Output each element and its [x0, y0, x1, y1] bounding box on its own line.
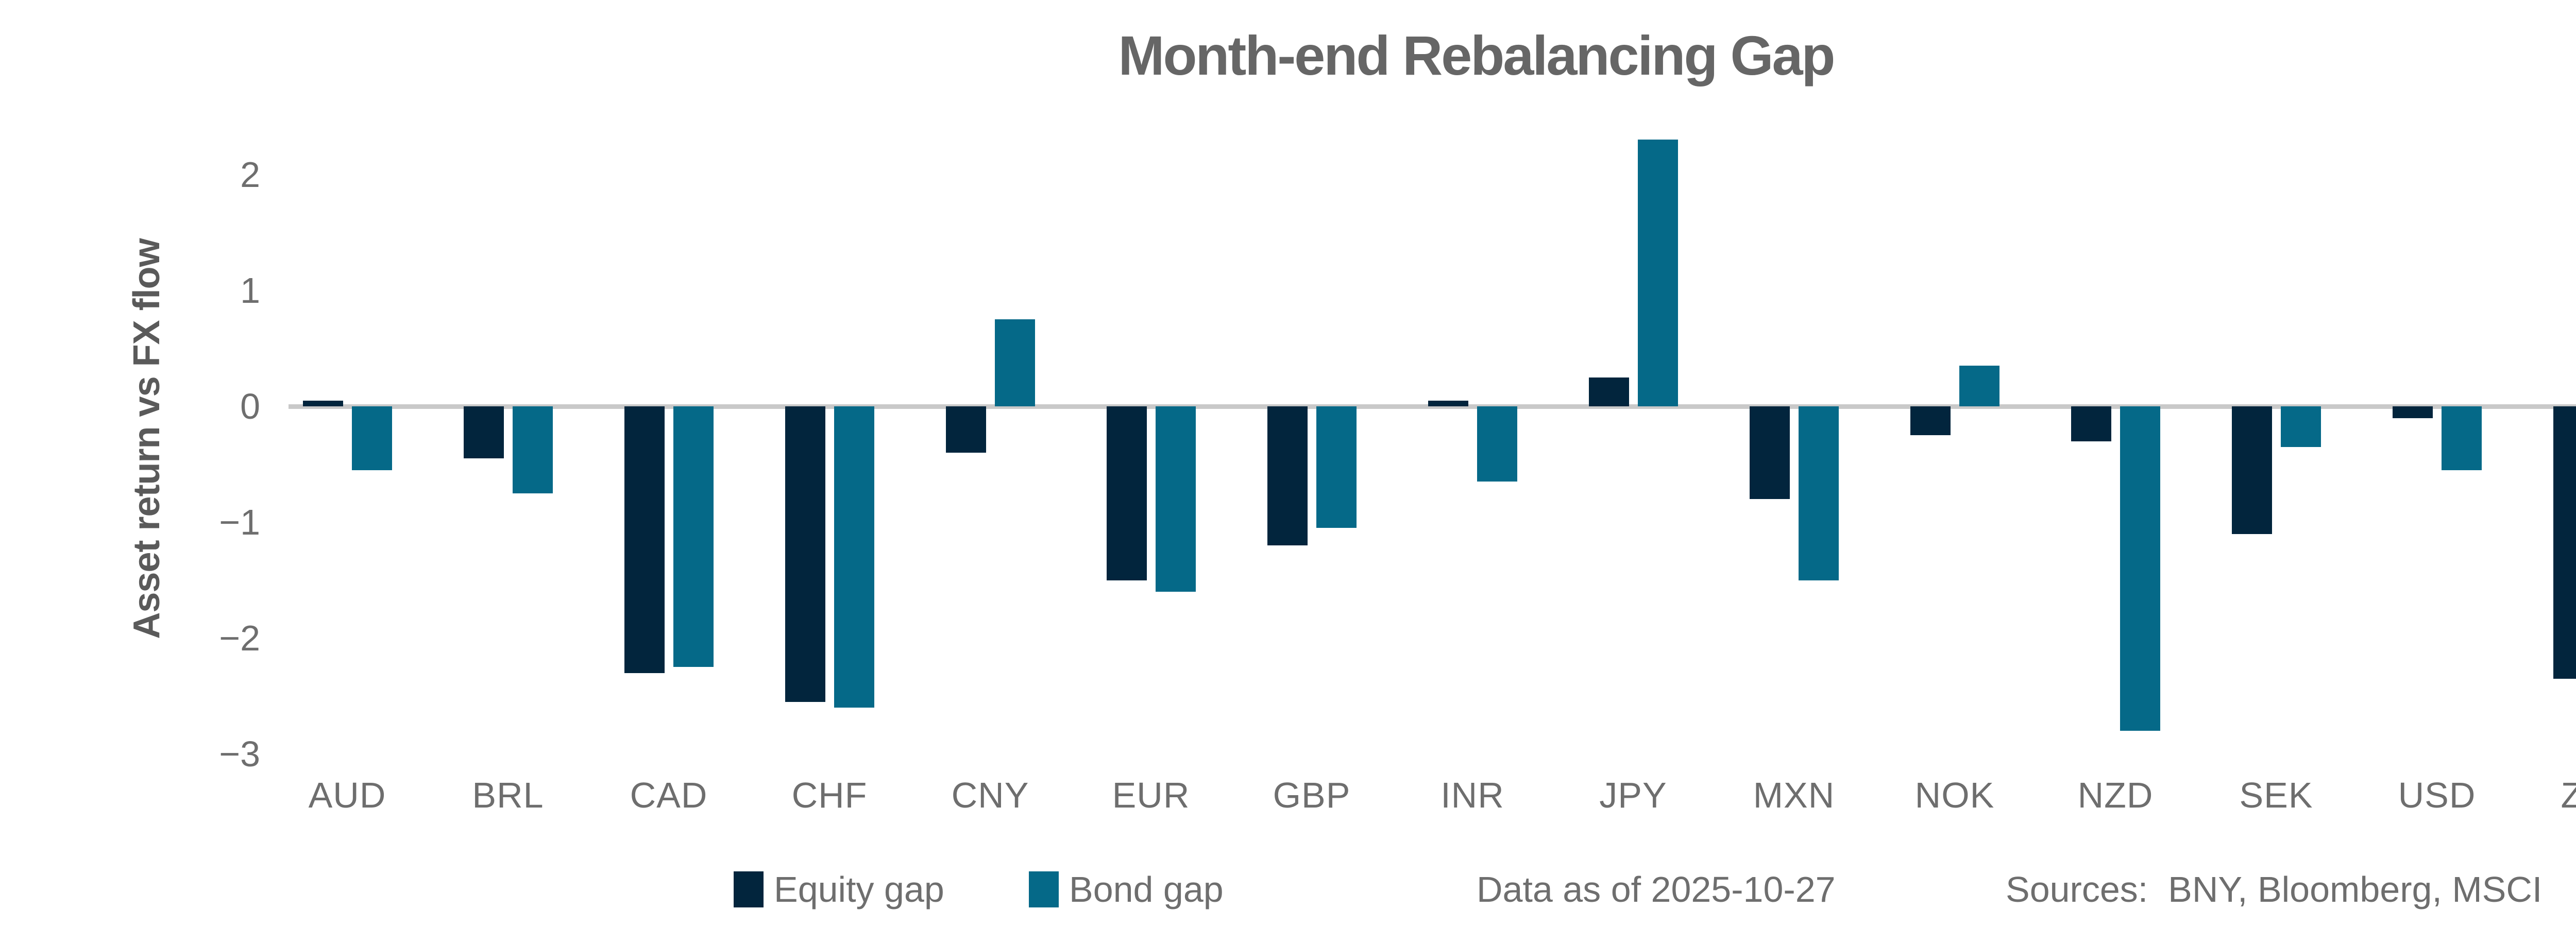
bar-bond-EUR [1155, 406, 1196, 592]
x-tick-label-MXN: MXN [1753, 775, 1835, 815]
bar-equity-ZAR [2553, 406, 2576, 679]
bar-equity-GBP [1267, 406, 1308, 545]
bar-equity-MXN [1749, 406, 1790, 499]
x-tick-label-NZD: NZD [2077, 775, 2154, 815]
bar-equity-JPY [1588, 377, 1629, 406]
bar-bond-AUD [351, 406, 392, 470]
x-tick-label-BRL: BRL [472, 775, 544, 815]
y-tick-label: −2 [219, 618, 260, 658]
bar-bond-CHF [834, 406, 874, 708]
x-tick-label-NOK: NOK [1914, 775, 1995, 815]
legend-equity-label: Equity gap [774, 869, 944, 909]
sources-note: Sources: BNY, Bloomberg, MSCI [2006, 869, 2543, 909]
x-tick-label-USD: USD [2398, 775, 2476, 815]
bar-equity-SEK [2231, 406, 2272, 534]
bar-bond-CNY [994, 319, 1035, 406]
bar-equity-BRL [463, 406, 504, 458]
x-axis-zero-line [289, 404, 2576, 409]
data-as-of-note: Data as of 2025-10-27 [1477, 869, 1836, 909]
x-tick-label-CNY: CNY [951, 775, 1029, 815]
bar-equity-AUD [302, 401, 343, 406]
bar-equity-EUR [1106, 406, 1147, 580]
x-tick-label-ZAR: ZAR [2561, 775, 2576, 815]
legend-bond-label: Bond gap [1069, 869, 1224, 909]
bar-equity-USD [2392, 406, 2433, 418]
bar-equity-NZD [2071, 406, 2111, 441]
x-tick-label-GBP: GBP [1273, 775, 1351, 815]
chart-title: Month-end Rebalancing Gap [1118, 24, 1835, 87]
x-tick-label-JPY: JPY [1599, 775, 1667, 815]
bar-bond-NZD [2120, 406, 2160, 731]
legend-bond-swatch [1029, 871, 1059, 907]
y-tick-label: 1 [240, 270, 260, 311]
bar-equity-CNY [945, 406, 986, 453]
bar-bond-CAD [673, 406, 714, 667]
y-tick-label: 2 [240, 154, 260, 195]
x-tick-label-CHF: CHF [791, 775, 868, 815]
x-tick-label-EUR: EUR [1112, 775, 1190, 815]
y-tick-label: −1 [219, 502, 260, 542]
bar-equity-CHF [785, 406, 825, 702]
y-tick-label: 0 [240, 386, 260, 426]
bar-bond-SEK [2280, 406, 2321, 447]
bar-bond-GBP [1316, 406, 1357, 528]
bar-bond-NOK [1959, 366, 1999, 406]
bar-bond-INR [1477, 406, 1517, 482]
bar-bond-JPY [1637, 140, 1678, 406]
bar-equity-NOK [1910, 406, 1951, 435]
bar-equity-CAD [624, 406, 665, 673]
x-tick-label-CAD: CAD [630, 775, 708, 815]
legend-equity-swatch [734, 871, 764, 907]
bar-equity-INR [1428, 401, 1468, 406]
x-tick-label-INR: INR [1440, 775, 1504, 815]
bar-bond-BRL [512, 406, 553, 493]
bar-bond-USD [2441, 406, 2482, 470]
bar-bond-MXN [1798, 406, 1839, 580]
y-tick-label: −3 [219, 734, 260, 774]
x-tick-label-SEK: SEK [2239, 775, 2313, 815]
x-tick-label-AUD: AUD [308, 775, 386, 815]
